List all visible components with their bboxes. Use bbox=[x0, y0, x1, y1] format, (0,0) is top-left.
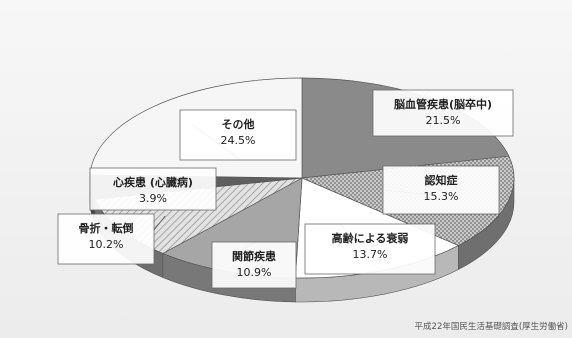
slice-name: 高齢による衰弱 bbox=[332, 231, 409, 245]
slice-label-box bbox=[372, 89, 514, 137]
slice-name: 認知症 bbox=[425, 173, 458, 187]
slice-label-box bbox=[211, 241, 297, 289]
source-note: 平成22年国民生活基礎調査(厚生労働省) bbox=[414, 322, 568, 332]
slice-percent: 24.5% bbox=[221, 134, 256, 147]
slice-percent: 10.9% bbox=[237, 266, 272, 279]
slice-label-5: 心疾患 (心臓病) 3.9% bbox=[89, 167, 217, 211]
slice-name: 脳血管疾患(脳卒中) bbox=[394, 97, 492, 111]
slice-percent: 21.5% bbox=[426, 114, 461, 127]
slice-label-3: 関節疾患 10.9% bbox=[211, 241, 297, 289]
slice-label-box bbox=[57, 213, 155, 265]
slice-label-1: 認知症 15.3% bbox=[382, 165, 500, 215]
slice-name: 骨折・転倒 bbox=[79, 221, 134, 235]
slice-label-box bbox=[179, 109, 297, 161]
leader-line-4 bbox=[153, 215, 166, 231]
slice-label-box bbox=[89, 167, 217, 211]
slice-percent: 13.7% bbox=[353, 248, 388, 261]
slice-name: その他 bbox=[222, 117, 255, 131]
slice-percent: 15.3% bbox=[424, 190, 459, 203]
slice-name: 関節疾患 bbox=[232, 249, 276, 263]
slice-label-6: その他 24.5% bbox=[179, 109, 297, 161]
slice-name: 心疾患 (心臓病) bbox=[113, 175, 193, 189]
slice-percent: 10.2% bbox=[89, 238, 124, 251]
slice-label-2: 高齢による衰弱 13.7% bbox=[304, 223, 436, 275]
pie-labels: 脳血管疾患(脳卒中) 21.5% 認知症 15.3% 高齢による衰弱 13.7% 関節疾患 1… bbox=[57, 89, 514, 289]
slice-label-box bbox=[382, 165, 500, 215]
slice-percent: 3.9% bbox=[139, 192, 167, 205]
slice-label-box bbox=[304, 223, 436, 275]
slice-label-0: 脳血管疾患(脳卒中) 21.5% bbox=[372, 89, 514, 137]
slice-label-4: 骨折・転倒 10.2% bbox=[57, 213, 155, 265]
